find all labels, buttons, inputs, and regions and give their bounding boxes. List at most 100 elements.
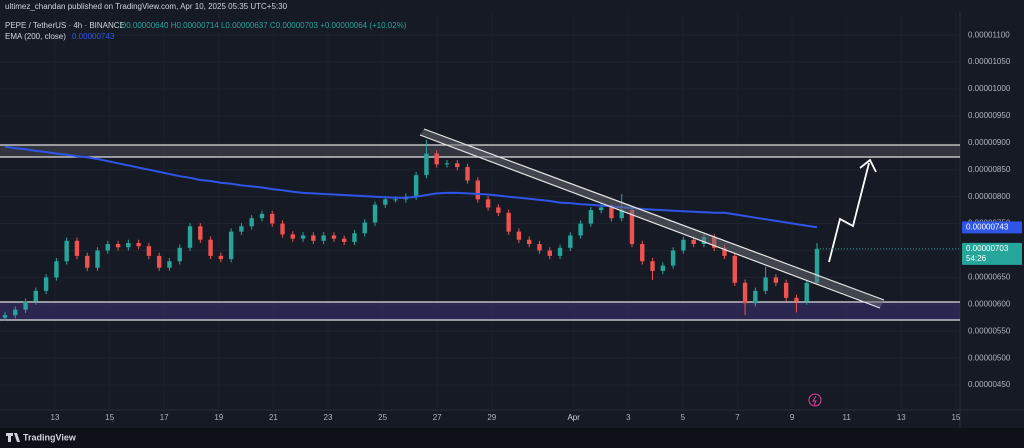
- y-tick-label: 0.00000600: [968, 299, 1011, 308]
- candle-body: [763, 277, 768, 291]
- candle-body: [156, 255, 162, 268]
- candle-body: [259, 213, 265, 219]
- candle-body: [568, 235, 573, 248]
- ema-price-tag: [962, 221, 1022, 234]
- candle-body: [208, 239, 213, 256]
- last-price-label: 0.00000703: [966, 244, 1009, 253]
- candle-body: [537, 244, 542, 251]
- x-tick-label: 23: [324, 413, 333, 422]
- brand-logo: [6, 433, 20, 442]
- x-tick-label: 7: [735, 413, 740, 422]
- brand: TradingView: [23, 432, 77, 442]
- symbol: PEPE / TetherUS · 4h · BINANCE: [5, 21, 125, 30]
- candle-body: [13, 309, 18, 316]
- candle-body: [85, 255, 90, 268]
- candle-body: [2, 315, 8, 318]
- candle-body: [794, 297, 799, 302]
- candle-body: [691, 239, 696, 245]
- y-tick-label: 0.00000800: [968, 192, 1011, 201]
- ema-legend-value: 0.00000743: [72, 32, 115, 41]
- candle-body: [239, 226, 244, 232]
- candle-body: [187, 226, 193, 248]
- candle-body: [383, 199, 388, 205]
- candle-body: [475, 180, 481, 200]
- footer-bar: [0, 428, 1024, 448]
- candle-body: [619, 210, 624, 219]
- ohlc: O0.00000640 H0.00000714 L0.00000637 C0.0…: [120, 21, 407, 30]
- candle-body: [629, 210, 635, 245]
- trendline: [419, 134, 881, 309]
- candle-body: [352, 233, 357, 242]
- candle-body: [527, 239, 532, 245]
- x-tick-label: 5: [681, 413, 686, 422]
- candle-body: [321, 235, 326, 241]
- candle-body: [393, 199, 398, 201]
- y-tick-label: 0.00000650: [968, 273, 1011, 282]
- candle-body: [547, 250, 552, 256]
- candle-body: [341, 238, 347, 242]
- countdown: 54:26: [966, 254, 987, 263]
- x-tick-label: 25: [378, 413, 387, 422]
- last-price-tag: [962, 242, 1022, 265]
- candle-body: [609, 207, 614, 219]
- candle-body: [228, 231, 234, 260]
- candle-body: [444, 163, 450, 165]
- x-tick-label: Apr: [567, 413, 580, 422]
- candle-body: [557, 247, 563, 256]
- x-tick-label: 15: [951, 413, 960, 422]
- candle-body: [115, 244, 121, 248]
- ema-line: [4, 145, 818, 229]
- candle-body: [95, 250, 100, 268]
- candle-body: [660, 265, 666, 271]
- candle-body: [33, 290, 39, 302]
- candle-body: [424, 153, 429, 176]
- ema-legend: EMA (200, close): [5, 32, 66, 41]
- candle-body: [588, 210, 594, 224]
- y-tick-label: 0.00000500: [968, 353, 1011, 362]
- candle-body: [198, 226, 203, 240]
- y-tick-label: 0.00001100: [968, 30, 1010, 39]
- candle-body: [496, 207, 501, 213]
- candle-body: [74, 240, 80, 256]
- candle-body: [136, 242, 141, 247]
- candle-body: [218, 255, 224, 260]
- y-tick-label: 0.00000450: [968, 380, 1011, 389]
- ema-price-label: 0.00000743: [966, 222, 1009, 231]
- y-tick-label: 0.00000550: [968, 326, 1011, 335]
- candle-body: [742, 282, 748, 304]
- x-tick-label: 29: [487, 413, 496, 422]
- x-tick-label: 13: [51, 413, 60, 422]
- trendline-band: [420, 129, 884, 308]
- candle-body: [249, 218, 254, 227]
- candle-body: [640, 244, 645, 262]
- x-tick-label: 21: [269, 413, 278, 422]
- candle-body: [413, 175, 419, 197]
- candle-body: [732, 255, 737, 283]
- x-tick-label: 3: [626, 413, 631, 422]
- candle-body: [43, 277, 49, 291]
- candle-body: [722, 247, 727, 256]
- candle-body: [465, 167, 470, 181]
- x-tick-label: 19: [214, 413, 223, 422]
- candle-body: [372, 204, 378, 223]
- x-tick-label: 11: [843, 413, 852, 422]
- candle-body: [64, 240, 69, 262]
- candle-body: [804, 282, 809, 302]
- x-tick-label: 9: [790, 413, 795, 422]
- candle-body: [290, 234, 295, 239]
- trendline: [423, 128, 885, 301]
- candle-body: [814, 248, 820, 283]
- candle-body: [300, 235, 306, 239]
- y-tick-label: 0.00001050: [968, 57, 1011, 66]
- x-tick-label: 13: [897, 413, 906, 422]
- candle-body: [455, 163, 460, 168]
- y-tick-label: 0.00000950: [968, 111, 1011, 120]
- y-tick-label: 0.00000850: [968, 165, 1011, 174]
- candle-body: [578, 223, 583, 236]
- candle-body: [753, 290, 758, 304]
- x-tick-label: 17: [160, 413, 169, 422]
- candle-body: [506, 212, 511, 232]
- candle-body: [650, 261, 655, 271]
